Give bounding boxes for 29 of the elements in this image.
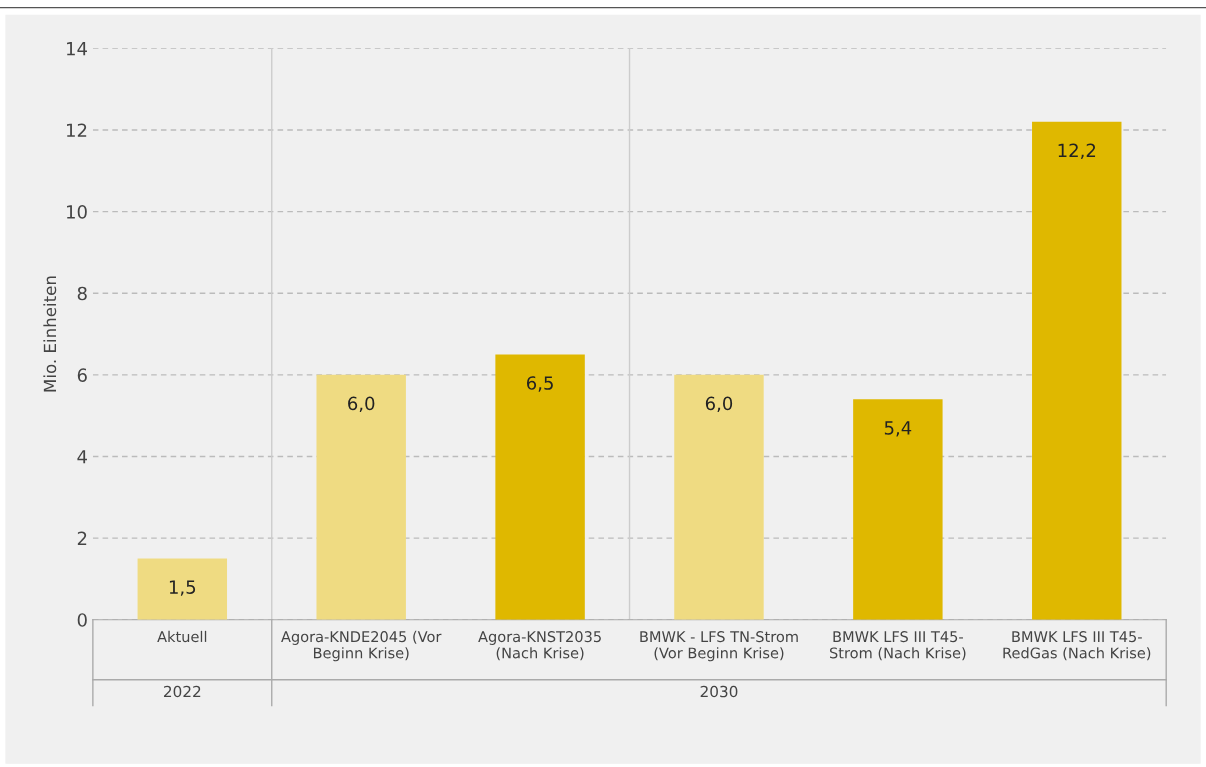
data-label: 12,2	[1058, 143, 1096, 160]
data-label: 5,4	[884, 421, 912, 437]
bar	[674, 374, 764, 620]
y-tick-label: 0	[77, 613, 87, 627]
y-tick-label: 4	[77, 450, 87, 464]
bar	[1032, 121, 1122, 620]
bar	[853, 399, 943, 620]
data-label: 6,0	[705, 396, 733, 413]
x-tick-label: BMWK LFS III T45- RedGas (Nach Krise)	[1003, 631, 1151, 661]
data-label: 1,5	[169, 580, 196, 596]
y-tick-label: 8	[77, 286, 87, 301]
text: 2030	[700, 685, 738, 698]
x-tick-label: Aktuell	[157, 630, 207, 643]
y-tick-label: 12	[67, 123, 87, 137]
data-label: 6,5	[526, 376, 553, 392]
x-tick-label: Agora-KNDE2045 (Vor Beginn Krise)	[281, 630, 442, 662]
y-tick-label: 6	[77, 368, 87, 382]
bar	[137, 558, 228, 620]
bar	[316, 374, 406, 620]
bar	[495, 354, 585, 620]
x-tick-label: BMWK - LFS TN-Strom (Vor Beginn Krise)	[640, 631, 798, 662]
y-tick-label: 10	[67, 205, 87, 219]
x-tick-label: BMWK LFS III T45- Strom (Nach Krise)	[829, 631, 966, 661]
x-tick-label: Agora-KNST2035 (Nach Krise)	[478, 631, 601, 661]
y-tick-label: 2	[77, 531, 87, 545]
data-label: 6,0	[348, 396, 375, 413]
text: 2022	[163, 685, 201, 698]
y-tick-label: 14	[67, 42, 87, 56]
y-axis-title: Mio. Einheiten	[43, 276, 57, 392]
